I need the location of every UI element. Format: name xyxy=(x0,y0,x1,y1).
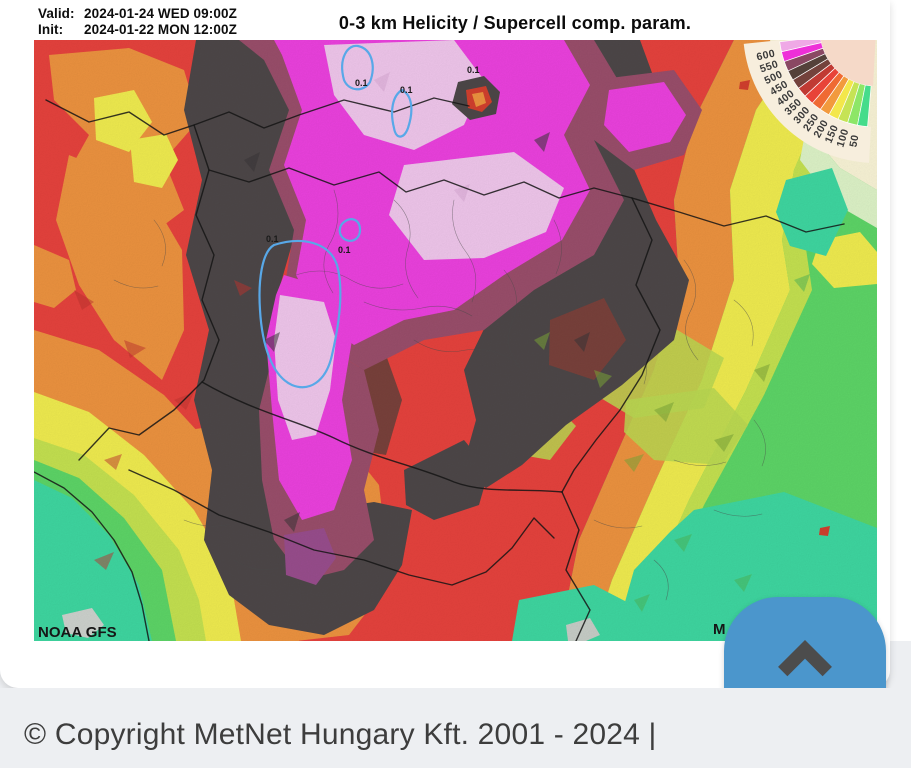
country-border-layer xyxy=(34,97,845,641)
legend-value-label: 550 xyxy=(758,58,780,75)
contour-value-label: 0.1 xyxy=(355,78,368,88)
legend-inner-disc xyxy=(820,40,876,86)
content-card: Valid: 2024-01-24 WED 09:00Z Init: 2024-01… xyxy=(0,0,890,757)
county-border-layer xyxy=(113,189,766,601)
copyright-text: © Copyright MetNet Hungary Kft. 2001 - 2… xyxy=(24,718,657,751)
legend-value-label: 50 xyxy=(847,134,861,149)
legend-band xyxy=(743,40,871,163)
valid-time-row: Valid: 2024-01-24 WED 09:00Z xyxy=(38,6,237,22)
init-time-row: Init: 2024-01-22 MON 12:00Z xyxy=(38,22,237,38)
page-title: 0-3 km Helicity / Supercell comp. param. xyxy=(338,13,692,33)
chevron-up-icon xyxy=(778,639,832,677)
weather-map: 0.1 0.1 0.1 0.1 0.1 60055050045040035030… xyxy=(34,40,877,641)
valid-value: 2024-01-24 WED 09:00Z xyxy=(84,6,237,21)
contour-value-label: 0.1 xyxy=(338,245,351,255)
contour-value-label: 0.1 xyxy=(266,234,279,244)
init-label: Init: xyxy=(38,21,64,37)
legend-value-label: 100 xyxy=(834,127,851,148)
page-footer: © Copyright MetNet Hungary Kft. 2001 - 2… xyxy=(0,688,911,768)
valid-label: Valid: xyxy=(38,6,75,21)
terrain-speckle-layer xyxy=(34,40,877,641)
forecast-meta: Valid: 2024-01-24 WED 09:00Z Init: 2024-01… xyxy=(38,6,237,37)
model-source-label: NOAA GFS xyxy=(38,624,117,641)
watermark-text: M xyxy=(713,621,726,638)
contour-value-label: 0.1 xyxy=(467,65,480,75)
contour-value-label: 0.1 xyxy=(400,85,413,95)
init-value: 2024-01-22 MON 12:00Z xyxy=(84,21,237,37)
supercell-contour-layer: 0.1 0.1 0.1 0.1 0.1 xyxy=(258,44,480,389)
legend-value-label: 600 xyxy=(755,47,776,63)
